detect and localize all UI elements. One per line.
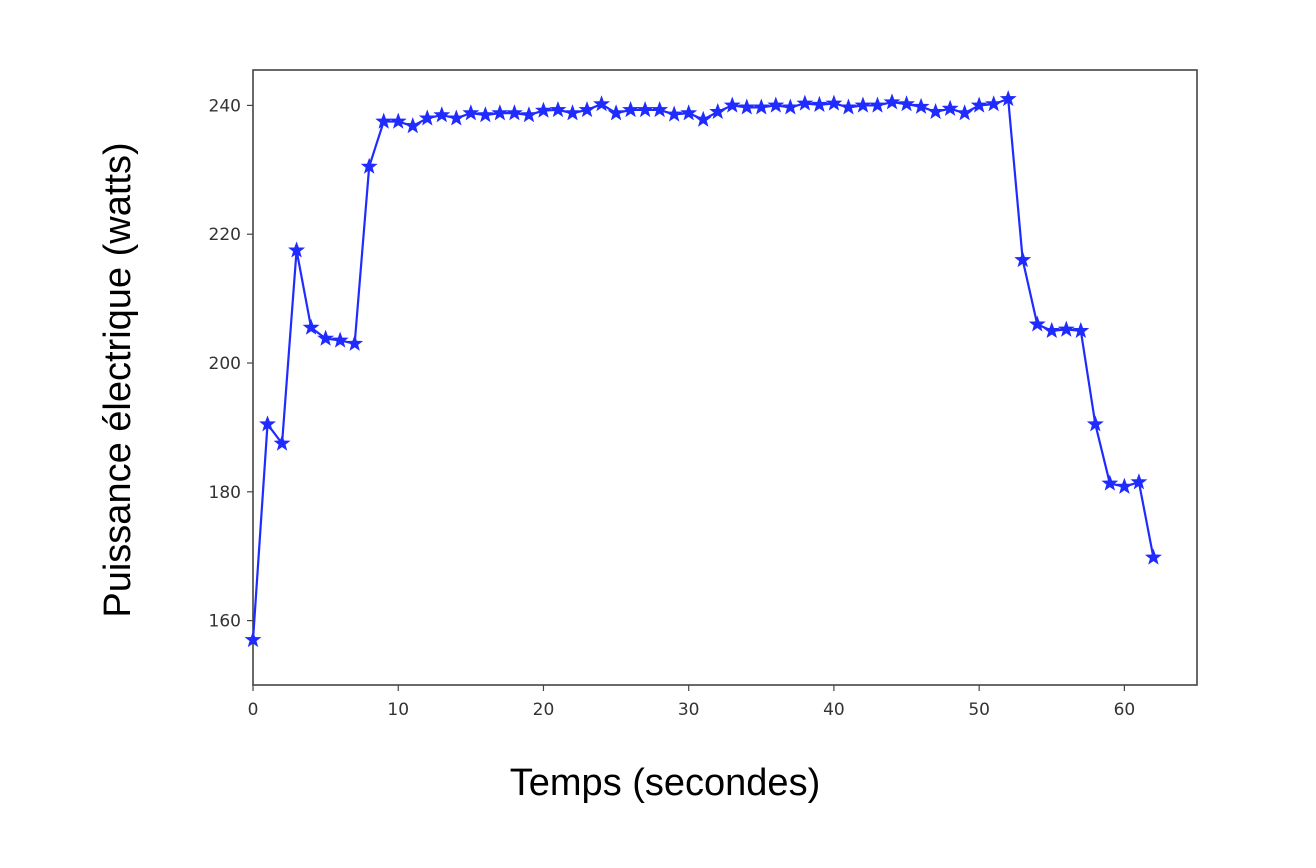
data-point-marker (796, 94, 814, 111)
data-point-marker (331, 331, 349, 348)
data-point-marker (564, 104, 581, 121)
data-point-marker (1014, 251, 1032, 268)
data-point-marker (883, 93, 901, 110)
y-tick-label: 200 (209, 354, 241, 374)
data-point-marker (869, 96, 886, 113)
data-point-marker (1043, 321, 1061, 338)
data-point-marker (1086, 415, 1104, 432)
data-point-marker (738, 98, 756, 115)
data-point-marker (1130, 473, 1148, 490)
plot-area (252, 69, 1198, 686)
x-tick-label: 40 (823, 700, 845, 720)
data-point-marker (375, 112, 393, 129)
data-point-marker (593, 95, 610, 112)
data-point-marker (462, 104, 480, 121)
data-point-marker (476, 106, 494, 123)
x-tick-label: 30 (678, 700, 700, 720)
data-point-marker (288, 241, 306, 258)
y-tick-label: 240 (209, 96, 241, 116)
data-point-marker (520, 106, 538, 123)
y-tick-label: 180 (209, 483, 241, 503)
data-point-marker (810, 95, 828, 112)
data-point-marker (1072, 321, 1090, 338)
data-point-marker (622, 101, 640, 118)
data-point-marker (999, 90, 1017, 107)
data-point-marker (1115, 477, 1133, 494)
data-point-marker (651, 101, 669, 118)
data-point-marker (956, 104, 974, 121)
y-tick-label: 160 (209, 612, 241, 632)
data-point-marker (505, 104, 523, 121)
data-point-marker (665, 105, 683, 122)
data-point-marker (985, 95, 1003, 112)
data-point-marker (723, 96, 741, 113)
x-tick-label: 20 (533, 700, 555, 720)
data-point-marker (912, 97, 930, 114)
y-axis-label: Puissance électrique (watts) (97, 142, 139, 617)
data-point-marker (927, 102, 945, 120)
x-tick-label: 50 (968, 700, 990, 720)
x-tick-label: 0 (248, 700, 259, 720)
data-point-marker (1144, 548, 1162, 565)
data-point-marker (607, 104, 625, 121)
data-point-marker (1028, 315, 1046, 332)
data-point-marker (346, 334, 364, 351)
data-point-marker (970, 96, 988, 113)
data-point-marker (418, 109, 436, 126)
series-layer (244, 90, 1162, 648)
x-tick-label: 10 (387, 700, 409, 720)
x-tick-label: 60 (1114, 700, 1136, 720)
data-point-marker (1057, 320, 1075, 337)
data-point-marker (491, 104, 509, 121)
data-point-marker (549, 101, 567, 118)
data-point-marker (898, 95, 915, 112)
x-axis-label: Temps (secondes) (510, 762, 820, 804)
data-point-marker (680, 104, 698, 121)
data-point-marker (752, 98, 770, 115)
data-point-marker (389, 112, 407, 129)
data-point-marker (578, 101, 596, 118)
y-tick-label: 220 (209, 225, 241, 245)
data-point-marker (941, 99, 959, 116)
data-point-marker (840, 98, 857, 115)
data-point-marker (360, 157, 378, 174)
x-axis: 0 10 20 30 40 50 60 (248, 685, 1136, 720)
data-point-marker (709, 102, 727, 120)
data-point-marker (259, 415, 276, 432)
data-point-marker (244, 631, 262, 648)
data-point-marker (447, 109, 465, 126)
data-point-marker (535, 101, 552, 118)
y-axis: 160 180 200 220 240 (209, 96, 253, 632)
data-point-marker (273, 434, 291, 451)
data-point-marker (433, 106, 451, 123)
data-point-marker (781, 98, 799, 115)
data-point-marker (694, 110, 712, 127)
data-point-marker (404, 117, 422, 134)
data-point-marker (767, 96, 785, 113)
data-point-marker (317, 329, 335, 346)
data-point-marker (1101, 474, 1119, 491)
data-point-marker (854, 96, 872, 113)
data-point-marker (636, 101, 654, 118)
data-point-marker (825, 94, 843, 111)
data-point-marker (302, 318, 320, 335)
